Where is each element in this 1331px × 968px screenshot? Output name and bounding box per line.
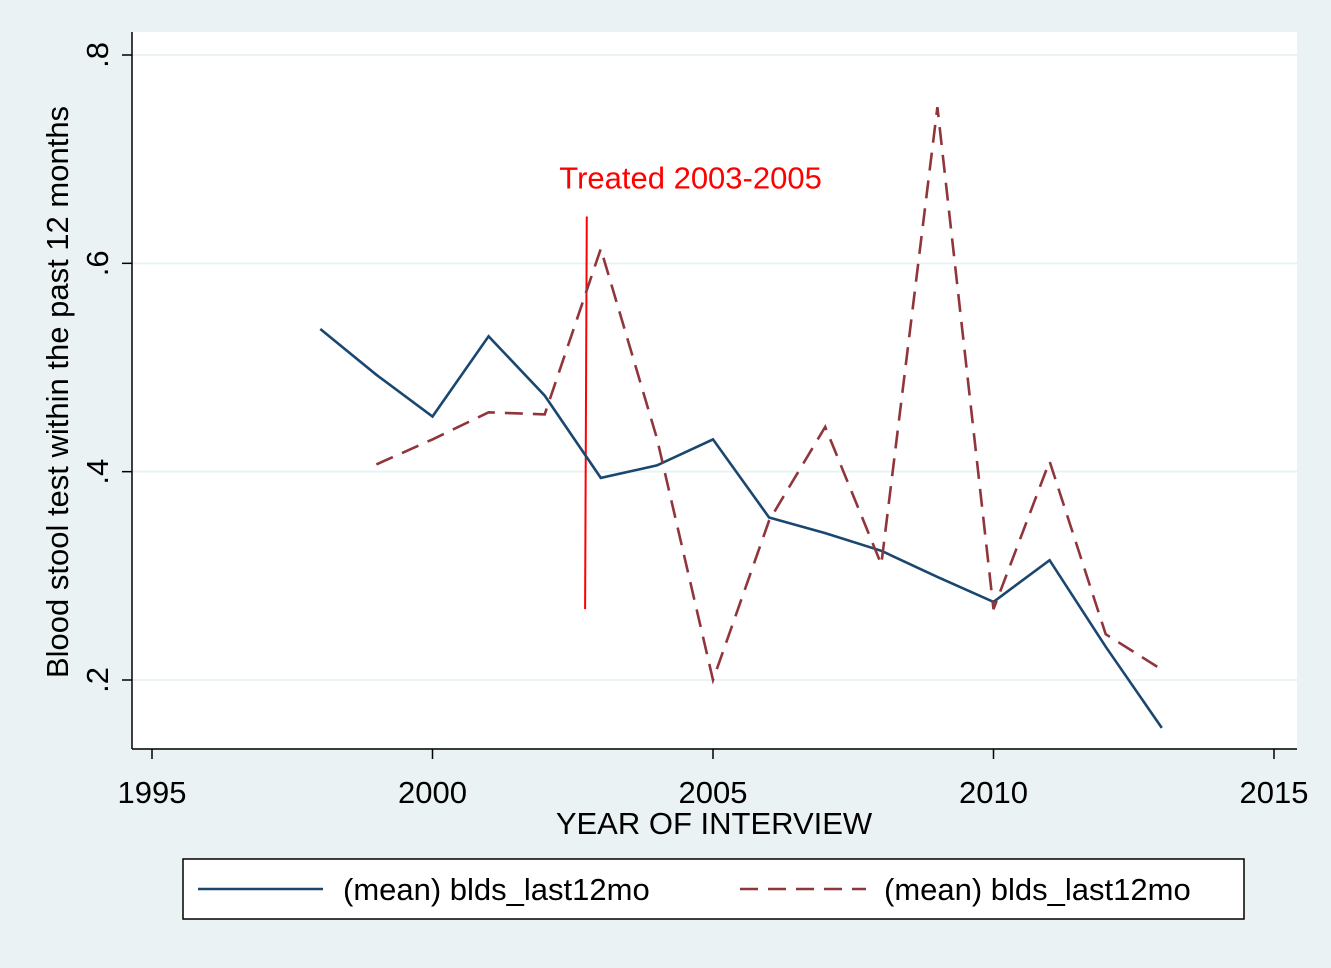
treated-marker-line bbox=[584, 216, 588, 610]
plot-area bbox=[132, 32, 1297, 748]
x-tick-label: 2010 bbox=[959, 775, 1028, 810]
series-line-solid bbox=[319, 327, 1163, 729]
x-tick-label: 2015 bbox=[1240, 775, 1309, 810]
x-tick-label: 1995 bbox=[118, 775, 187, 810]
gridlines bbox=[132, 54, 1297, 681]
y-tick-label: .6 bbox=[80, 250, 115, 276]
x-axis-ticks: 1995 2000 2005 2010 2015 bbox=[118, 749, 1309, 810]
x-tick-label: 2005 bbox=[679, 775, 748, 810]
legend-box bbox=[182, 858, 1245, 920]
legend: (mean) blds_last12mo (mean) blds_last12mo bbox=[182, 858, 1245, 920]
annotation-group: Treated 2003-2005 bbox=[559, 160, 822, 610]
legend-label: (mean) blds_last12mo bbox=[343, 872, 650, 907]
series-group bbox=[319, 106, 1163, 729]
y-axis-label: Blood stool test within the past 12 mont… bbox=[40, 106, 75, 678]
y-tick-label: .4 bbox=[80, 459, 115, 485]
treated-annotation-label: Treated 2003-2005 bbox=[559, 160, 822, 195]
x-axis-label: YEAR OF INTERVIEW bbox=[556, 806, 873, 841]
y-tick-label: .8 bbox=[80, 42, 115, 68]
x-tick-label: 2000 bbox=[398, 775, 467, 810]
y-axis-ticks: .2 .4 .6 .8 bbox=[80, 42, 132, 693]
legend-label: (mean) blds_last12mo bbox=[884, 872, 1191, 907]
y-tick-label: .2 bbox=[80, 667, 115, 693]
